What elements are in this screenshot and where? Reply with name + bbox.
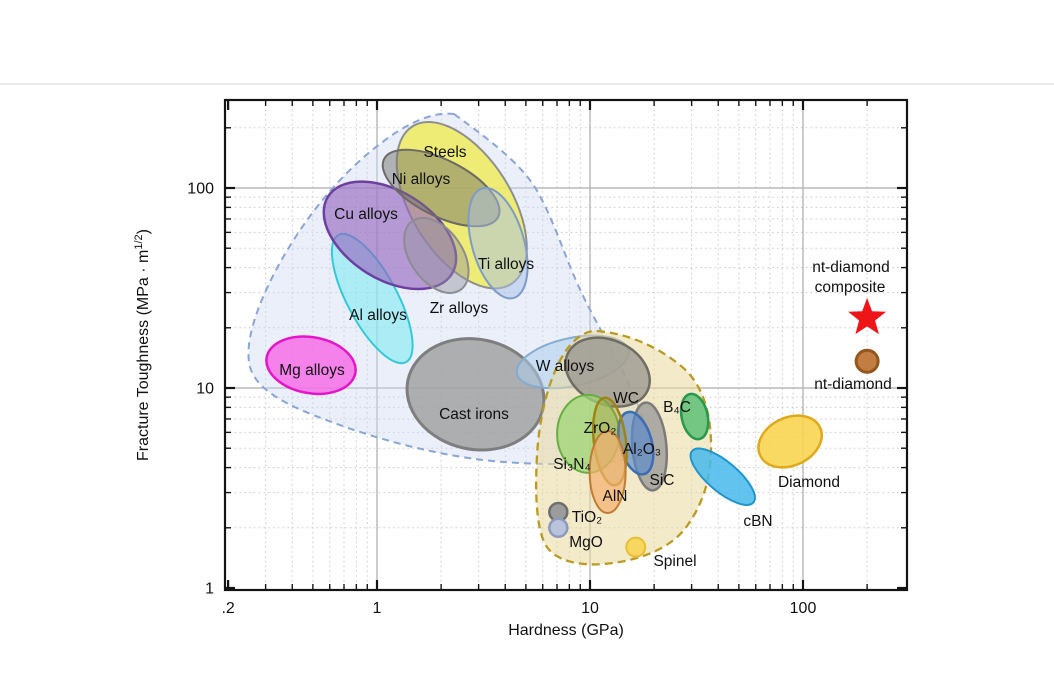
x-tick-label: 100 — [790, 600, 817, 617]
y-tick-label: 1 — [205, 581, 214, 598]
label-nt_diamond_composite: nt-diamond — [812, 259, 890, 276]
region-diamond — [757, 414, 823, 469]
region-mgo — [548, 517, 569, 539]
label-spinel: Spinel — [653, 553, 696, 570]
x-tick-label: 10 — [581, 600, 599, 617]
label-cbn: cBN — [743, 513, 772, 530]
label-zro2: ZrO₂ — [584, 420, 617, 437]
label-tio2: TiO₂ — [572, 509, 602, 526]
label-steels: Steels — [423, 144, 466, 161]
label-aln: AlN — [603, 488, 628, 505]
label-mg_alloys: Mg alloys — [279, 362, 345, 379]
label-wc: WC — [613, 390, 639, 407]
y-axis-title: Fracture Toughness (MPa · m1/2) — [133, 229, 152, 461]
label-b4c: B₄C — [663, 399, 691, 416]
label-nt_diamond: nt-diamond — [814, 376, 892, 393]
label-ni_alloys: Ni alloys — [392, 171, 451, 188]
y-tick-label: 100 — [187, 181, 214, 198]
label-mgo: MgO — [569, 534, 603, 551]
label-cu_alloys: Cu alloys — [334, 206, 398, 223]
label-al_alloys: Al alloys — [349, 307, 407, 324]
region-ti_alloys — [467, 186, 529, 300]
region-zr_alloys — [403, 216, 470, 294]
label-si3n4: Si₃N₄ — [553, 456, 591, 473]
label-ti_alloys: Ti alloys — [478, 256, 535, 273]
x-axis-title: Hardness (GPa) — [508, 622, 624, 639]
label-cast_irons: Cast irons — [439, 406, 509, 423]
label2-nt_diamond_composite: composite — [815, 279, 886, 296]
x-tick-label: 1 — [373, 600, 382, 617]
region-b4c — [679, 392, 710, 441]
y-tick-label: 10 — [196, 381, 214, 398]
region-spinel — [625, 536, 647, 558]
marker-star-nt_diamond_composite — [848, 298, 887, 335]
x-tick-label: .2 — [221, 600, 234, 617]
region-nt_diamond — [854, 348, 880, 374]
region-mg_alloys — [265, 335, 357, 396]
region-cbn — [689, 447, 756, 506]
label-zr_alloys: Zr alloys — [430, 300, 489, 317]
label-al2o3: Al₂O₃ — [623, 441, 661, 458]
axis-frame — [223, 98, 909, 592]
label-w_alloys: W alloys — [536, 358, 595, 375]
label-diamond: Diamond — [778, 474, 840, 491]
label-sic: SiC — [650, 472, 675, 489]
region-aln — [588, 430, 627, 515]
